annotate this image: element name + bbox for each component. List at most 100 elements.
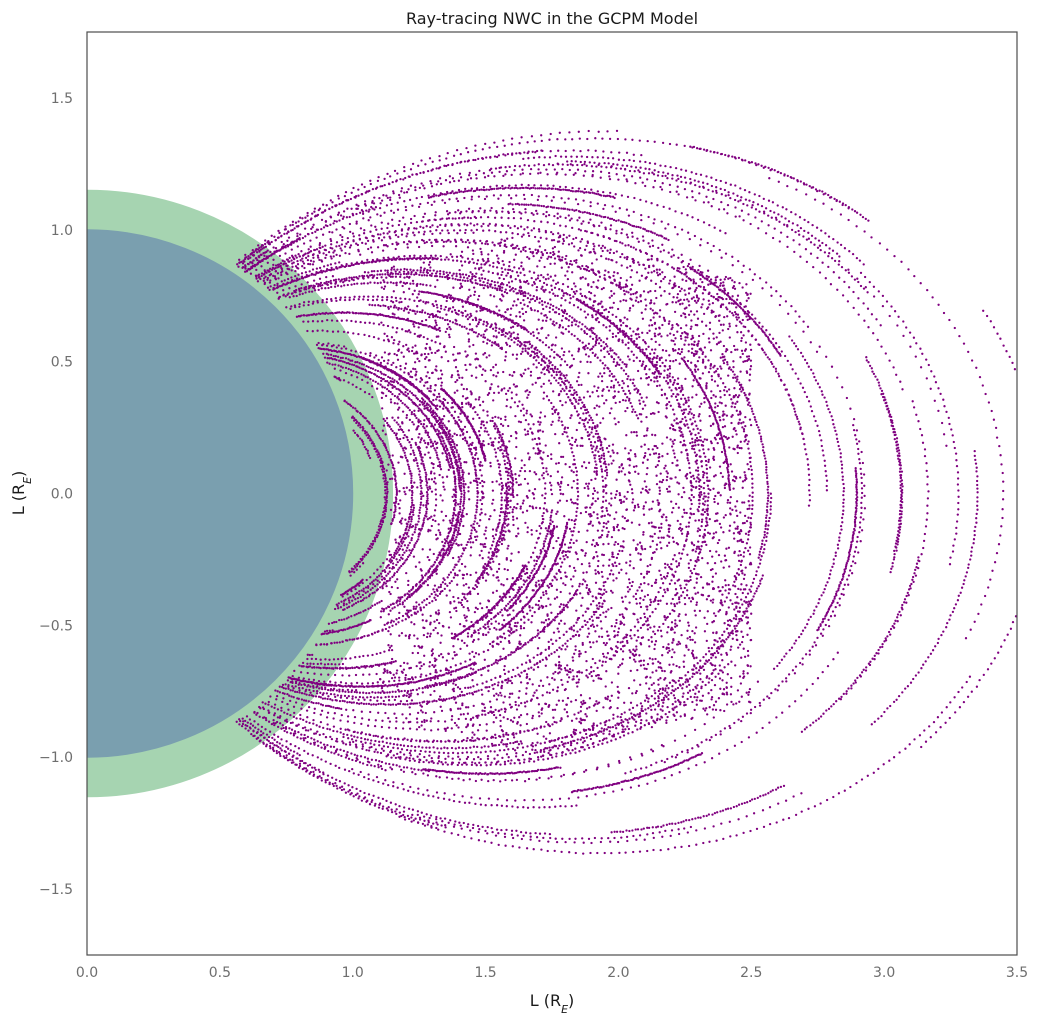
scatter-point	[451, 217, 454, 220]
scatter-point	[656, 274, 660, 277]
scatter-point	[367, 436, 370, 440]
scatter-point	[438, 416, 441, 419]
scatter-point	[833, 259, 837, 263]
scatter-point	[398, 804, 401, 808]
scatter-point	[410, 273, 413, 276]
scatter-point	[573, 392, 576, 395]
scatter-point	[346, 236, 349, 240]
scatter-point	[504, 708, 507, 711]
scatter-point	[992, 326, 996, 329]
scatter-point	[459, 662, 462, 665]
scatter-point	[804, 653, 808, 656]
scatter-point	[371, 367, 375, 370]
scatter-point	[403, 599, 406, 602]
scatter-point	[697, 690, 701, 693]
scatter-point	[613, 836, 616, 840]
scatter-point	[266, 276, 270, 280]
scatter-point	[541, 798, 545, 801]
scatter-point	[413, 453, 416, 457]
earth-circle	[87, 229, 354, 758]
scatter-point	[720, 152, 724, 156]
scatter-point	[575, 320, 578, 323]
scatter-point	[413, 214, 416, 218]
scatter-point	[627, 291, 630, 294]
scatter-point	[439, 316, 442, 319]
scatter-point	[872, 285, 876, 288]
scatter-point	[593, 441, 597, 444]
scatter-point	[751, 507, 754, 511]
scatter-point	[594, 272, 597, 276]
scatter-point	[460, 520, 463, 523]
scatter-point	[435, 558, 438, 562]
scatter-point	[299, 233, 302, 236]
scatter-point	[912, 406, 916, 409]
scatter-point	[432, 269, 435, 272]
scatter-point	[565, 188, 569, 192]
scatter-point	[956, 471, 960, 474]
scatter-point	[794, 230, 797, 234]
scatter-point	[551, 688, 555, 691]
scatter-point	[341, 238, 344, 242]
scatter-point	[452, 192, 456, 195]
scatter-point	[566, 208, 569, 211]
scatter-point	[695, 172, 698, 176]
scatter-point	[923, 729, 926, 732]
scatter-point	[443, 424, 446, 427]
scatter-point	[847, 687, 850, 690]
scatter-point	[872, 771, 875, 774]
scatter-point	[443, 442, 446, 445]
scatter-point	[423, 426, 426, 430]
scatter-point	[616, 840, 620, 844]
scatter-point	[821, 190, 824, 193]
scatter-point	[376, 179, 380, 183]
scatter-point	[418, 508, 421, 512]
scatter-point	[450, 448, 453, 451]
scatter-point	[551, 232, 555, 236]
scatter-point	[420, 490, 423, 493]
scatter-point	[650, 636, 653, 639]
scatter-point	[742, 831, 745, 835]
scatter-point	[970, 359, 974, 362]
scatter-point	[375, 276, 379, 280]
scatter-point	[463, 325, 466, 329]
scatter-point	[567, 189, 571, 192]
scatter-point	[338, 699, 342, 703]
scatter-point	[411, 813, 414, 817]
scatter-point	[783, 173, 786, 176]
scatter-point	[422, 463, 425, 466]
scatter-point	[829, 615, 833, 618]
scatter-point	[529, 835, 532, 838]
scatter-point	[490, 761, 493, 764]
scatter-point	[402, 721, 405, 724]
scatter-point	[408, 408, 411, 412]
scatter-point	[369, 582, 372, 585]
scatter-point	[497, 832, 500, 835]
scatter-point	[602, 215, 606, 219]
scatter-point	[705, 148, 709, 152]
scatter-point	[301, 726, 305, 730]
scatter-point	[417, 535, 420, 538]
scatter-point	[377, 702, 380, 706]
scatter-point	[657, 602, 660, 606]
scatter-point	[410, 588, 413, 592]
scatter-point	[763, 351, 766, 354]
scatter-point	[393, 419, 396, 422]
scatter-point	[423, 274, 426, 277]
scatter-point	[608, 217, 612, 220]
scatter-point	[439, 468, 443, 471]
scatter-point	[681, 591, 685, 594]
scatter-point	[704, 683, 707, 687]
scatter-point	[653, 232, 656, 235]
scatter-point	[998, 444, 1001, 448]
scatter-point	[671, 266, 674, 269]
scatter-point	[953, 326, 956, 330]
scatter-point	[683, 586, 686, 590]
scatter-point	[398, 679, 401, 682]
scatter-point	[324, 704, 328, 708]
scatter-point	[301, 265, 304, 268]
scatter-point	[385, 485, 388, 489]
scatter-point	[864, 286, 867, 289]
scatter-point	[926, 475, 929, 478]
scatter-point	[509, 202, 512, 205]
